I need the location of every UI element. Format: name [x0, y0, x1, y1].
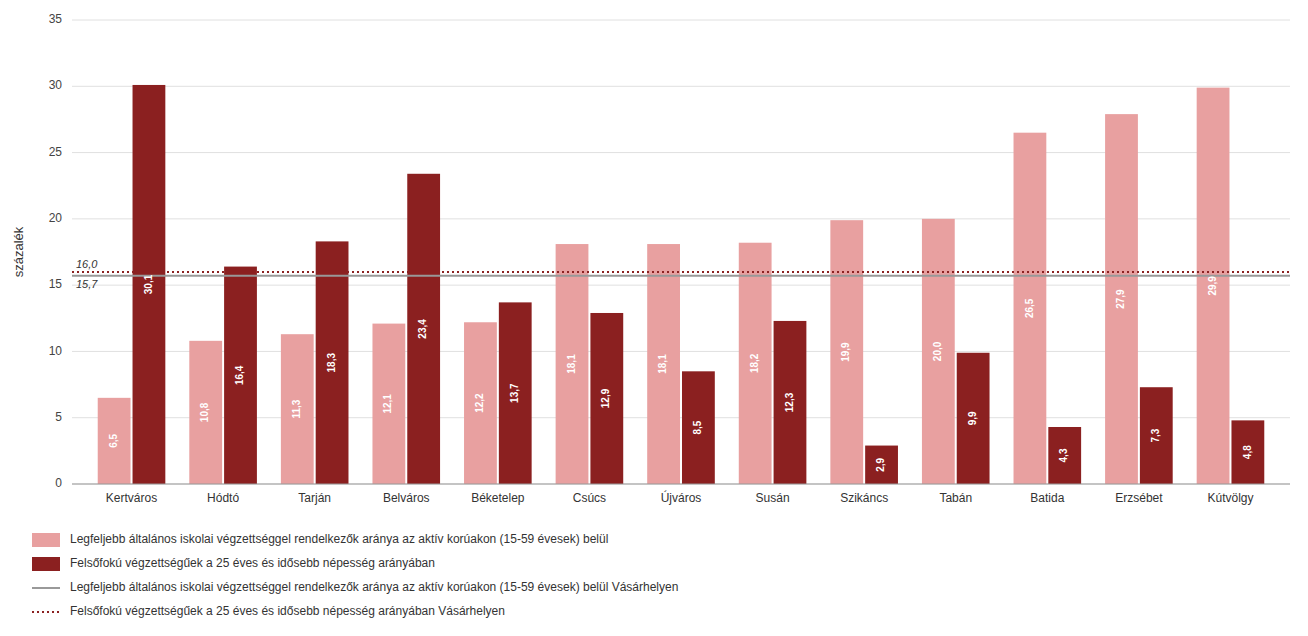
reference-line-label: 15,7 — [76, 278, 98, 290]
bar — [647, 244, 680, 484]
legend-label: Legfeljebb általános iskolai végzettségg… — [70, 532, 608, 546]
data-label: 10,8 — [199, 402, 210, 422]
bar — [1231, 420, 1264, 484]
bar — [1014, 133, 1047, 484]
x-tick-label: Kertváros — [106, 491, 157, 505]
bar — [224, 267, 257, 484]
x-tick-label: Belváros — [383, 491, 430, 505]
data-label: 4,3 — [1058, 448, 1069, 462]
y-tick-label: 0 — [55, 476, 62, 490]
bar — [556, 244, 589, 484]
y-tick-label: 20 — [49, 211, 63, 225]
data-label: 26,5 — [1024, 298, 1035, 318]
y-tick-label: 30 — [49, 78, 63, 92]
data-label: 11,3 — [291, 399, 302, 418]
plot-area — [72, 85, 1290, 484]
grid-line — [72, 484, 1290, 485]
data-label: 16,4 — [234, 365, 245, 385]
legend-swatch — [32, 533, 60, 547]
background — [0, 0, 1308, 636]
legend: Legfeljebb általános iskolai végzettségg… — [32, 532, 678, 618]
bar — [407, 174, 440, 484]
reference-line-label: 16,0 — [76, 258, 98, 270]
data-label: 12,9 — [600, 388, 611, 408]
bar-series — [98, 88, 1230, 484]
data-label: 6,5 — [108, 434, 119, 448]
bar — [922, 219, 955, 484]
legend-line — [32, 587, 60, 589]
x-tick-label: Kútvölgy — [1207, 491, 1253, 505]
bar — [739, 243, 772, 484]
bar — [1048, 427, 1081, 484]
bar — [830, 220, 863, 484]
x-tick-label: Tarján — [298, 491, 331, 505]
bar — [372, 324, 405, 484]
legend-line — [32, 611, 60, 613]
y-grid — [72, 20, 1290, 484]
grid-line — [72, 20, 1290, 21]
data-label: 2,9 — [875, 457, 886, 471]
bar — [98, 398, 131, 484]
data-label: 29,9 — [1207, 276, 1218, 296]
data-label: 4,8 — [1242, 445, 1253, 459]
data-label: 13,7 — [509, 383, 520, 403]
bar — [1140, 387, 1173, 484]
chart: 0 5 10 15 20 25 30 35 százalék Kertváros Hódtó Tarj… — [0, 0, 1308, 636]
legend-label: Felsőfokú végzettségűek a 25 éves és idő… — [70, 604, 505, 618]
bar — [133, 85, 166, 484]
data-label: 12,2 — [474, 393, 485, 413]
bar-series — [133, 85, 1265, 484]
bar — [1105, 114, 1138, 484]
data-label: 23,4 — [417, 319, 428, 339]
data-label: 27,9 — [1115, 289, 1126, 309]
bar — [281, 334, 314, 484]
x-tick-label: Hódtó — [207, 491, 239, 505]
grid-line — [72, 86, 1290, 87]
x-axis-line — [72, 484, 1290, 485]
x-tick-label: Susán — [756, 491, 790, 505]
y-tick-label: 5 — [55, 410, 62, 424]
bar — [316, 241, 349, 484]
data-label: 9,9 — [967, 411, 978, 425]
x-tick-label: Újváros — [661, 490, 702, 505]
reference-line — [72, 275, 1290, 277]
y-tick-label: 35 — [49, 12, 63, 26]
data-label: 30,1 — [143, 274, 154, 294]
bar — [499, 302, 532, 484]
x-tick-label: Csúcs — [573, 491, 606, 505]
data-label: 19,9 — [840, 342, 851, 362]
legend-label: Felsőfokú végzettségűek a 25 éves és idő… — [70, 556, 435, 570]
x-tick-label: Batida — [1030, 491, 1064, 505]
x-tick-label: Béketelep — [471, 491, 525, 505]
bar — [464, 322, 497, 484]
data-label: 18,1 — [566, 354, 577, 374]
bar — [682, 371, 715, 484]
y-tick-label: 15 — [49, 277, 63, 291]
x-tick-label: Erzsébet — [1115, 491, 1163, 505]
y-tick-label: 25 — [49, 145, 63, 159]
bar — [590, 313, 623, 484]
y-tick-label: 10 — [49, 344, 63, 358]
legend-label: Legfeljebb általános iskolai végzettségg… — [70, 580, 678, 594]
data-label: 20,0 — [932, 341, 943, 361]
data-label: 8,5 — [692, 420, 703, 434]
reference-line — [72, 271, 1290, 273]
data-label: 18,1 — [657, 354, 668, 374]
x-tick-label: Tabán — [939, 491, 972, 505]
bar — [1197, 88, 1230, 484]
data-label: 7,3 — [1150, 428, 1161, 442]
legend-swatch — [32, 557, 60, 571]
data-label: 18,2 — [749, 353, 760, 373]
bar — [865, 446, 898, 484]
bar — [189, 341, 222, 484]
bar — [774, 321, 807, 484]
data-label: 12,3 — [784, 392, 795, 412]
data-label: 18,3 — [326, 353, 337, 373]
x-tick-label: Szikáncs — [840, 491, 888, 505]
y-axis-label: százalék — [11, 226, 26, 277]
bar — [957, 353, 990, 484]
data-label: 12,1 — [383, 394, 394, 414]
